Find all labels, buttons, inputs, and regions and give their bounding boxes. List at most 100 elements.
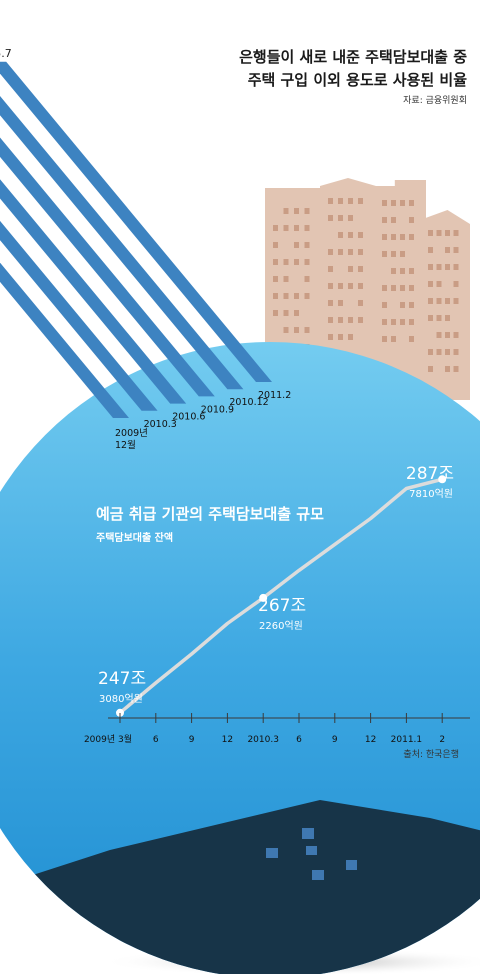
building-window — [428, 230, 433, 236]
building-window — [328, 249, 333, 255]
callout-end-big: 287조 — [406, 464, 454, 484]
building-window — [400, 200, 405, 206]
building-window — [294, 225, 299, 231]
building-window — [358, 300, 363, 306]
bar-chart: 29.22009년12월32.92010.340.92010.645%2010.… — [0, 47, 291, 451]
building-window — [328, 283, 333, 289]
building-window — [328, 198, 333, 204]
callout-end-small: 7810억원 — [409, 488, 453, 500]
bar-category-label: 12월 — [115, 439, 136, 451]
building-window — [283, 276, 289, 282]
building-window — [273, 225, 278, 231]
building-window — [338, 283, 343, 289]
building-window — [391, 234, 396, 240]
building-window — [358, 198, 363, 204]
x-tick-label: 12 — [222, 735, 233, 745]
building-window — [338, 334, 343, 340]
building-window — [358, 283, 363, 289]
x-tick-label: 6 — [153, 735, 159, 745]
roof-window — [306, 846, 317, 855]
building-window — [428, 366, 433, 372]
building-window — [436, 298, 442, 304]
bar-category-label: 2010.6 — [172, 412, 205, 423]
chart-title-line1: 은행들이 새로 내준 주택담보대출 중 — [239, 48, 467, 66]
building-window — [400, 319, 405, 325]
building-window — [436, 332, 442, 338]
building-window — [338, 249, 343, 255]
chart-title-line2: 주택 구입 이외 용도로 사용된 비율 — [248, 71, 468, 89]
bar-5 — [0, 95, 244, 390]
x-tick-label: 2009년 3월 — [84, 733, 132, 745]
building-window — [445, 366, 450, 372]
building-window — [328, 215, 333, 221]
building-window — [294, 310, 299, 316]
building-window — [358, 317, 363, 323]
building-window — [338, 198, 343, 204]
building-window — [294, 208, 299, 214]
building-window — [338, 232, 343, 238]
line-source: 출처: 한국은행 — [403, 748, 459, 760]
building-window — [391, 217, 396, 223]
x-tick-label: 12 — [365, 735, 376, 745]
building-window — [409, 319, 414, 325]
bar-1 — [0, 262, 129, 418]
building-window — [453, 298, 459, 304]
building-window — [328, 300, 333, 306]
building-window — [283, 259, 289, 265]
x-tick-label: 9 — [189, 735, 195, 745]
building-window — [445, 264, 450, 270]
building-window — [436, 315, 442, 321]
roof-window — [266, 848, 278, 858]
building-window — [304, 327, 310, 333]
building-window — [400, 234, 405, 240]
roof-window — [312, 870, 324, 880]
building-window — [409, 302, 414, 308]
bar-2 — [0, 220, 158, 411]
building-window — [400, 302, 405, 308]
building-window — [348, 283, 353, 289]
building-window — [400, 251, 405, 257]
building-window — [304, 259, 310, 265]
building-window — [445, 332, 450, 338]
bar-category-label: 2010.3 — [144, 419, 177, 430]
building-window — [453, 247, 459, 253]
building-window — [409, 234, 414, 240]
x-tick-label: 2010.3 — [247, 735, 279, 745]
bar-category-label: 2009년 — [115, 428, 148, 439]
building-window — [436, 281, 442, 287]
building-window — [358, 249, 363, 255]
building-window — [453, 264, 459, 270]
building-window — [283, 310, 289, 316]
building-window — [348, 215, 353, 221]
callout-start-small: 3080억원 — [99, 693, 143, 705]
building-window — [436, 230, 442, 236]
building-window — [294, 242, 299, 248]
building-window — [273, 259, 278, 265]
building-window — [348, 232, 353, 238]
building-window — [428, 298, 433, 304]
building-window — [428, 315, 433, 321]
building-window — [273, 293, 278, 299]
callout-mid-big: 267조 — [258, 596, 306, 616]
building-window — [273, 276, 278, 282]
x-tick-label: 2 — [439, 735, 445, 745]
building-window — [382, 234, 387, 240]
callout-mid-small: 2260억원 — [259, 620, 303, 632]
building-window — [382, 319, 387, 325]
building-window — [428, 349, 433, 355]
buildings-illustration — [265, 178, 470, 400]
building-window — [391, 268, 396, 274]
building-window — [391, 319, 396, 325]
building-window — [328, 317, 333, 323]
building-window — [283, 293, 289, 299]
building-window — [273, 242, 278, 248]
building-window — [382, 217, 387, 223]
building-window — [294, 293, 299, 299]
building-window — [294, 259, 299, 265]
bar-category-label: 2010.9 — [201, 404, 234, 415]
x-tick-label: 9 — [332, 735, 338, 745]
building-window — [400, 285, 405, 291]
building-window — [382, 302, 387, 308]
building-window — [409, 285, 414, 291]
